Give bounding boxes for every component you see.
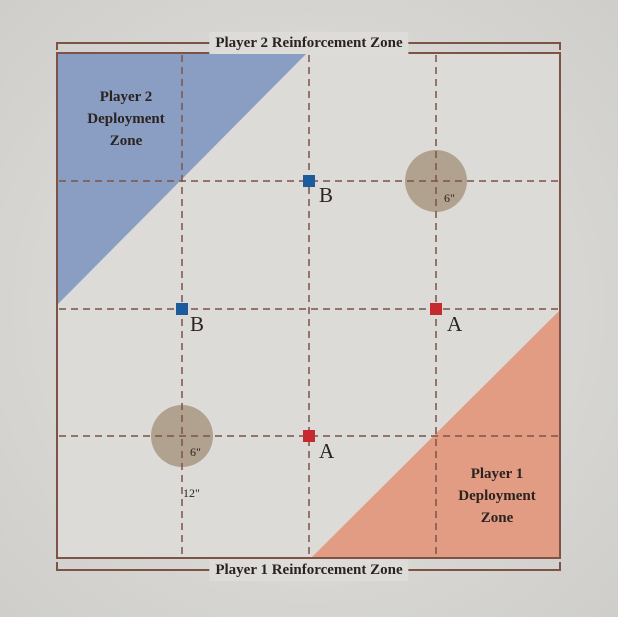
objective-label-a2: A	[319, 439, 335, 463]
objective-marker-b1	[303, 175, 315, 187]
objective-marker-a2	[303, 430, 315, 442]
objective-marker-a1	[430, 303, 442, 315]
circle-bottom-radius-label: 6"	[190, 445, 201, 459]
grid-spacing-label: 12"	[183, 486, 200, 500]
objective-label-b2: B	[190, 312, 205, 336]
objective-label-a1: A	[447, 312, 463, 336]
circle-top-radius-label: 6"	[444, 191, 455, 205]
player2-deployment-label: Player 2 Deployment Zone	[87, 89, 165, 149]
player2-reinforcement-label: Player 2 Reinforcement Zone	[209, 32, 409, 54]
objective-label-b1: B	[319, 183, 334, 207]
player1-reinforcement-label: Player 1 Reinforcement Zone	[209, 559, 409, 581]
objective-marker-b2	[176, 303, 188, 315]
player1-deployment-label: Player 1 Deployment Zone	[458, 466, 536, 526]
